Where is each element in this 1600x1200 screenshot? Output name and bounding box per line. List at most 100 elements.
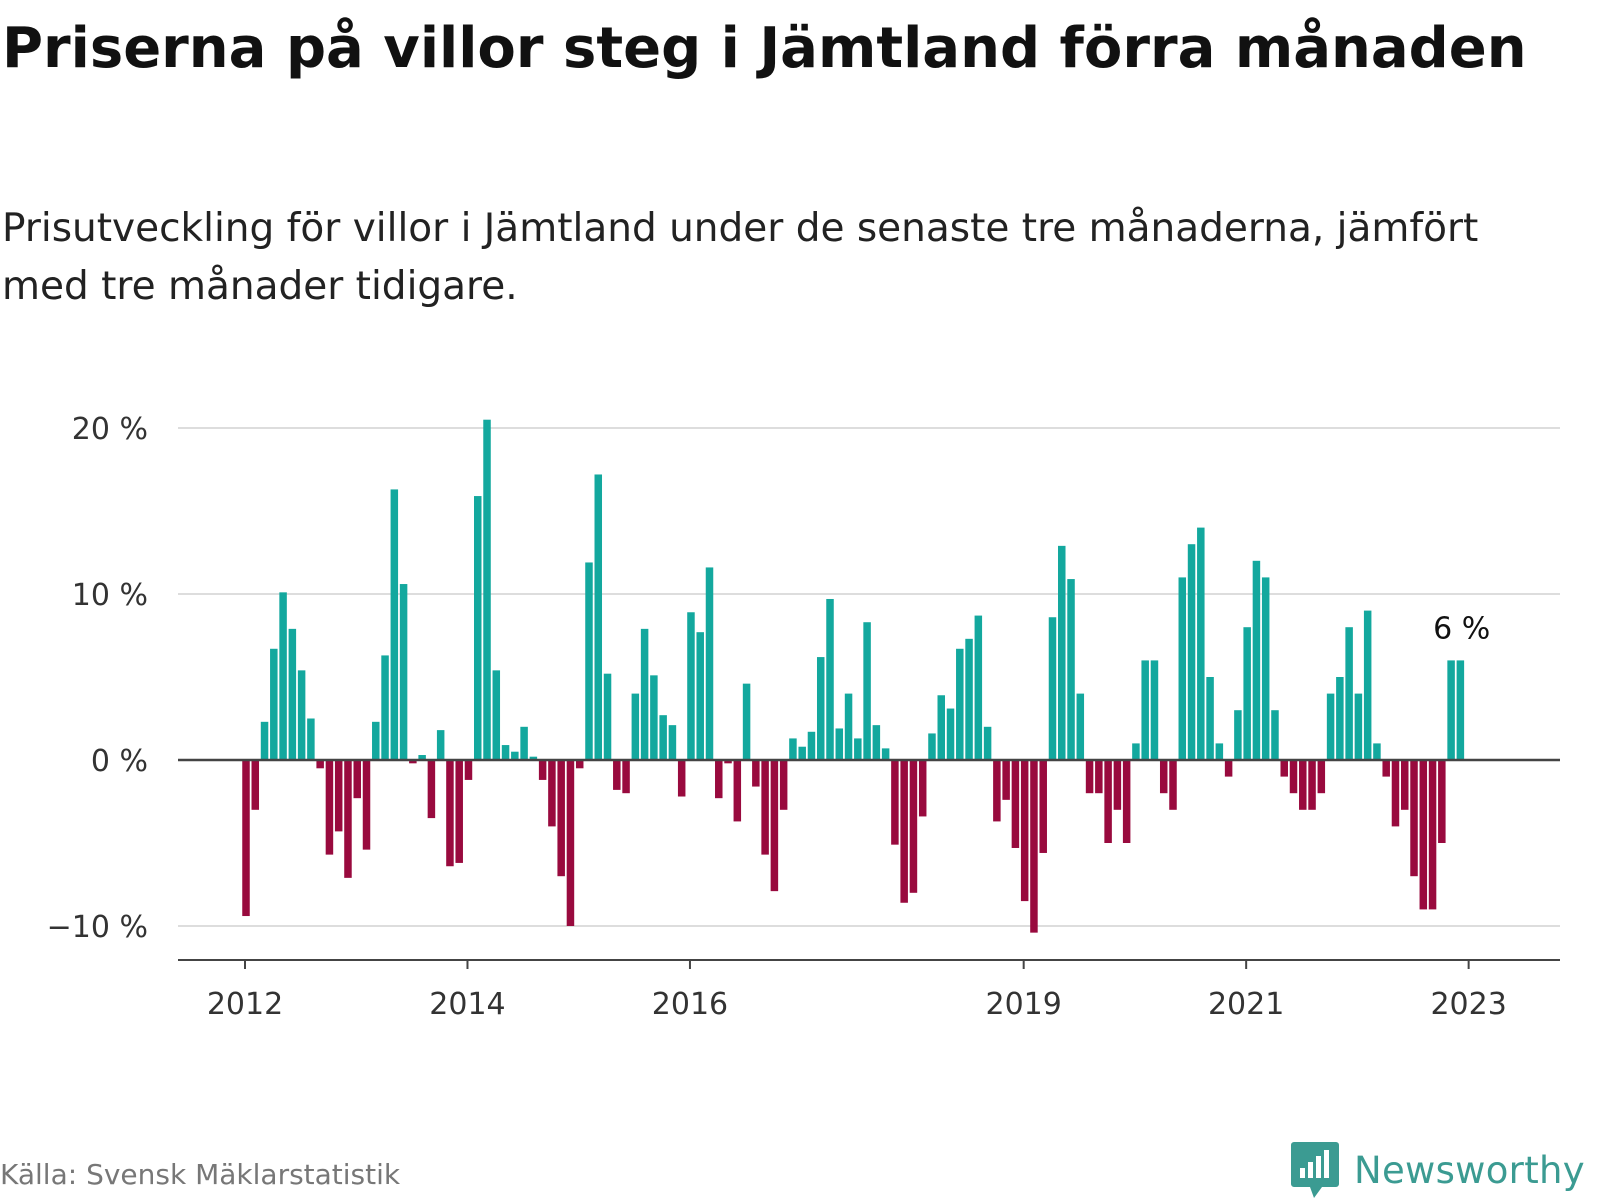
bar <box>1252 560 1261 760</box>
bar <box>1382 760 1390 777</box>
bar <box>557 760 565 877</box>
bar <box>566 760 575 926</box>
bar <box>353 760 361 799</box>
bar <box>724 760 732 764</box>
bar <box>965 638 973 760</box>
bar <box>1456 660 1465 760</box>
bar <box>687 612 695 760</box>
last-value-annotation: 6 % <box>1433 611 1490 646</box>
bar <box>613 760 621 790</box>
bar <box>1261 577 1270 760</box>
bar <box>761 760 769 855</box>
bar <box>316 760 324 769</box>
bar <box>659 715 667 760</box>
bar <box>1132 743 1140 760</box>
bar <box>288 628 297 760</box>
bar <box>1159 760 1168 794</box>
bar <box>492 670 501 760</box>
bar <box>891 760 899 845</box>
bar <box>409 760 417 764</box>
bar <box>446 760 454 867</box>
bar <box>1410 760 1418 877</box>
bar <box>650 675 658 760</box>
bar <box>1058 545 1066 760</box>
bars <box>242 419 1465 933</box>
bar <box>455 760 463 863</box>
bar <box>1308 760 1316 810</box>
brand-logo: Newsworthy <box>1290 1140 1585 1200</box>
bar <box>807 731 816 760</box>
bar <box>325 760 334 855</box>
bar <box>715 760 723 799</box>
x-tick-label: 2016 <box>652 987 728 1020</box>
bar <box>1391 760 1400 827</box>
bar <box>900 760 908 903</box>
chart-title: Priserna på villor steg i Jämtland förra… <box>2 16 1527 81</box>
bar <box>251 760 260 810</box>
bar <box>1373 743 1381 760</box>
chart-subtitle: Prisutveckling för villor i Jämtland und… <box>2 206 1479 309</box>
bar <box>1150 660 1159 760</box>
bar <box>909 760 918 893</box>
bar <box>881 748 890 760</box>
x-axis-ticks: 2012 2014 2016 2019 2021 2023 <box>207 960 1507 1020</box>
bar <box>640 628 649 760</box>
bar <box>307 718 315 760</box>
bar <box>538 760 547 780</box>
bar <box>1447 660 1455 760</box>
bar <box>779 760 788 810</box>
bar <box>1076 693 1085 760</box>
bar <box>585 562 593 760</box>
x-tick-label: 2023 <box>1430 987 1506 1020</box>
bar <box>1178 577 1187 760</box>
bar <box>1215 743 1224 760</box>
bar <box>733 760 742 822</box>
grid-lines <box>178 427 1560 927</box>
bar <box>956 648 964 760</box>
bar <box>1354 693 1363 760</box>
bar <box>826 598 834 760</box>
bar <box>1280 760 1288 777</box>
bar <box>1113 760 1122 810</box>
bar-chart: 20 % 10 % 0 % −10 % 2012 2014 2016 2019 2021 202… <box>47 412 1560 1020</box>
x-tick-label: 2021 <box>1208 987 1284 1020</box>
bar <box>918 760 927 817</box>
bar <box>1438 760 1446 843</box>
bar <box>705 567 714 760</box>
bar <box>1206 677 1214 760</box>
source-note: Källa: Svensk Mäklarstatistik <box>0 1158 401 1191</box>
bar <box>1363 610 1372 760</box>
bar <box>372 721 380 760</box>
bar <box>344 760 352 878</box>
bar <box>1326 693 1335 760</box>
bar <box>696 632 704 760</box>
bar <box>668 725 677 760</box>
bar <box>575 760 584 769</box>
bar <box>520 726 528 760</box>
y-tick-label: 10 % <box>72 578 148 613</box>
bar <box>844 693 853 760</box>
bar <box>390 489 399 760</box>
bar <box>1141 660 1149 760</box>
bar <box>1011 760 1020 848</box>
bar <box>863 622 871 760</box>
bar <box>511 751 519 760</box>
y-tick-label: 20 % <box>72 412 148 447</box>
bar <box>529 756 538 760</box>
bar <box>1336 677 1344 760</box>
bar <box>1197 527 1205 760</box>
bar <box>770 760 779 892</box>
bar <box>1085 760 1094 794</box>
bar <box>854 738 862 760</box>
bar <box>1345 627 1353 760</box>
bar <box>1020 760 1029 902</box>
bar <box>1104 760 1112 843</box>
x-tick-label: 2019 <box>986 987 1062 1020</box>
bar <box>1289 760 1298 794</box>
bar <box>1224 760 1233 777</box>
newsworthy-logo-icon <box>1291 1142 1339 1198</box>
bar <box>622 760 630 794</box>
bar <box>334 760 343 832</box>
bar <box>436 730 445 760</box>
bar <box>1030 760 1038 933</box>
